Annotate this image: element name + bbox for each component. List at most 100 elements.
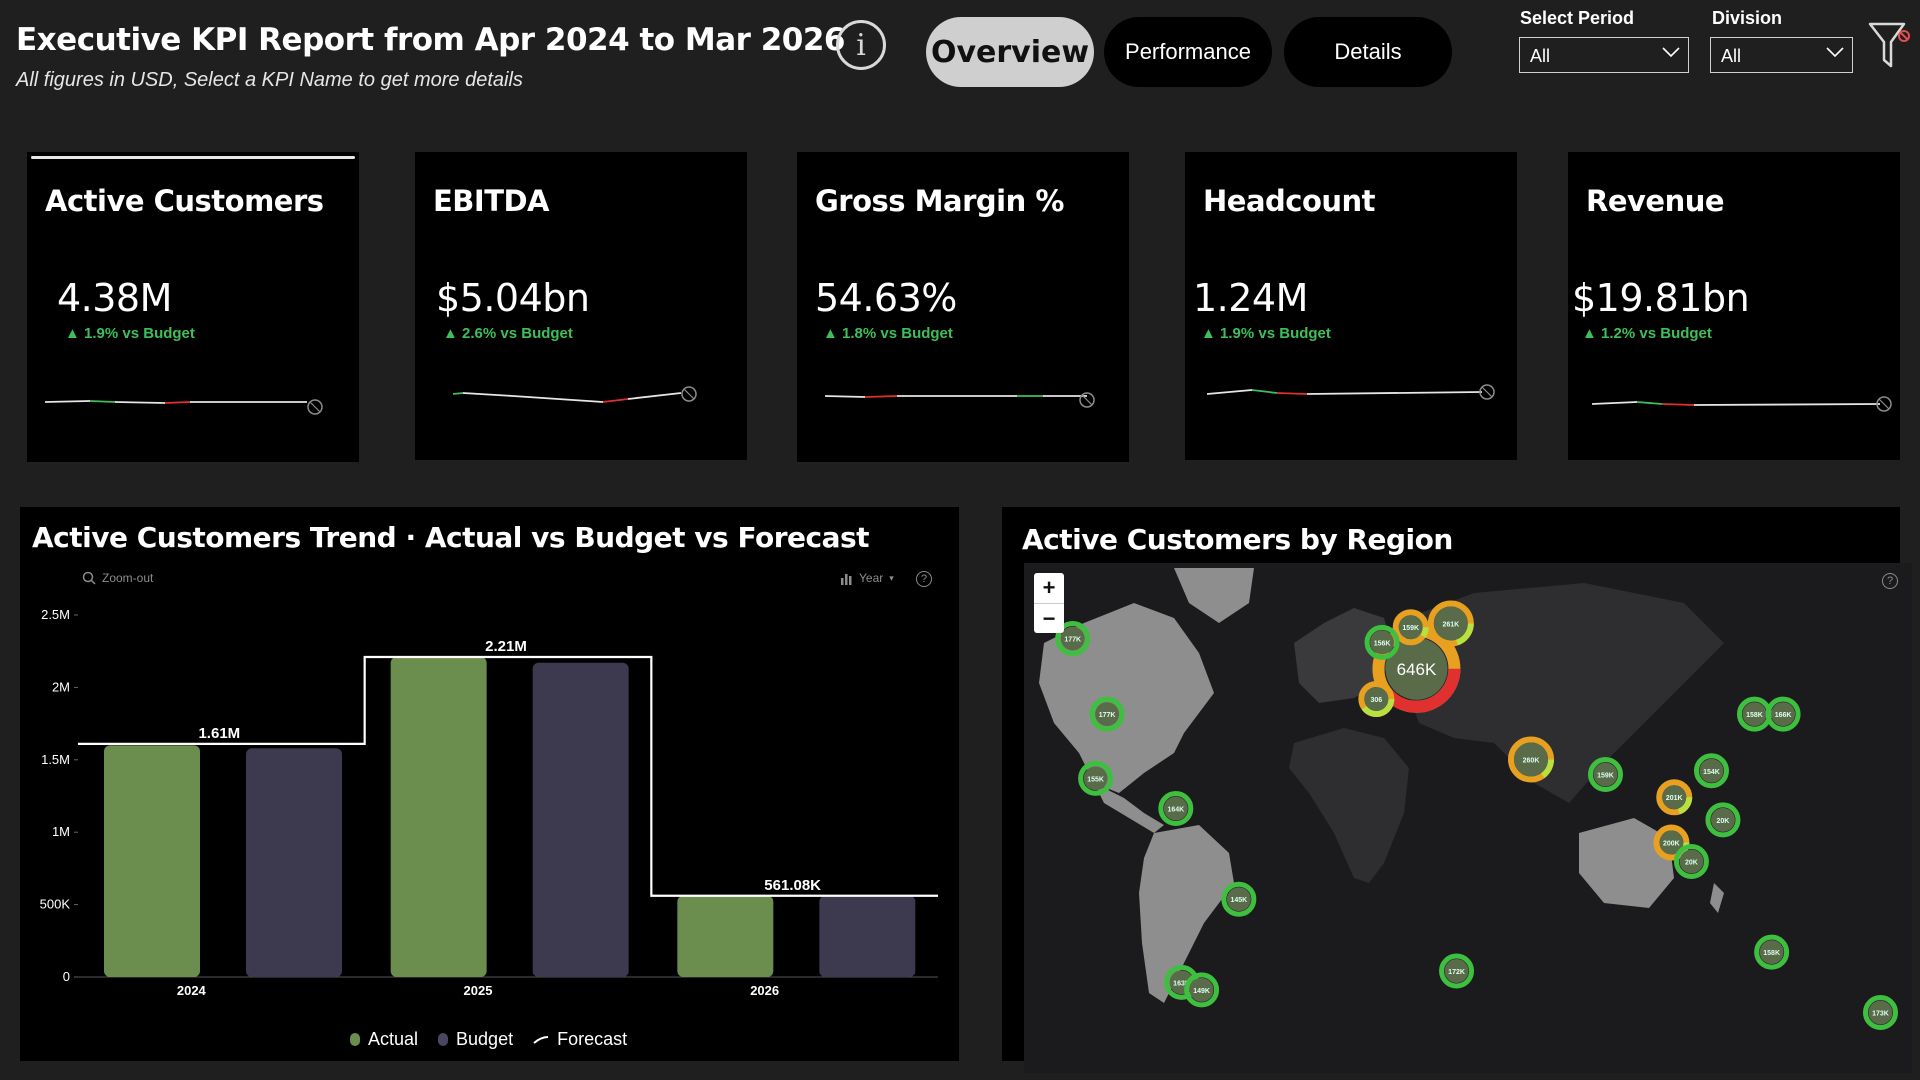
kpi-card-headcount[interactable]: Headcount 1.24M ▲ 1.9% vs Budget bbox=[1185, 152, 1517, 460]
kpi-delta: ▲ 1.8% vs Budget bbox=[823, 325, 953, 342]
region-bubble-ring[interactable] bbox=[1587, 757, 1623, 793]
region-bubble[interactable] bbox=[1163, 796, 1188, 821]
region-bubble[interactable] bbox=[1095, 702, 1120, 727]
y-tick-label: 0 bbox=[63, 969, 70, 984]
region-bubble[interactable] bbox=[1593, 762, 1618, 787]
region-bubble-label[interactable]: 20K bbox=[1717, 818, 1730, 825]
region-bubble-label[interactable]: 173K bbox=[1872, 1011, 1889, 1018]
division-select[interactable]: All bbox=[1710, 37, 1853, 73]
region-bubble[interactable] bbox=[1189, 977, 1214, 1002]
region-bubble-ring[interactable] bbox=[1693, 753, 1729, 789]
region-bubble-label[interactable]: 177K bbox=[1099, 712, 1116, 719]
y-tick-label: 500K bbox=[40, 897, 71, 912]
tab-details[interactable]: Details bbox=[1284, 17, 1452, 87]
map-zoom-out-button[interactable]: − bbox=[1034, 603, 1064, 633]
filter-funnel-icon[interactable] bbox=[1868, 20, 1910, 72]
region-bubble-ring[interactable] bbox=[1221, 881, 1257, 917]
region-bubble[interactable] bbox=[1679, 849, 1704, 874]
region-bubble-ring[interactable] bbox=[1158, 791, 1194, 827]
region-bubble[interactable] bbox=[1060, 626, 1085, 651]
region-bubble[interactable] bbox=[1083, 766, 1108, 791]
help-icon[interactable]: ? bbox=[1882, 573, 1898, 589]
region-bubble-label[interactable]: 177K bbox=[1064, 637, 1081, 644]
chevron-down-icon bbox=[1826, 47, 1844, 58]
kpi-card-revenue[interactable]: Revenue $19.81bn ▲ 1.2% vs Budget bbox=[1568, 152, 1900, 460]
world-map[interactable]: + − ? 646K 261K 159K 156K 306 177K 177K 155K 164… bbox=[1024, 563, 1912, 1073]
region-bubble-label[interactable]: 20K bbox=[1685, 859, 1698, 866]
region-bubble[interactable] bbox=[1433, 606, 1468, 641]
kpi-card-active-customers[interactable]: Active Customers 4.38M ▲ 1.9% vs Budget bbox=[27, 152, 359, 462]
region-bubble-ring[interactable] bbox=[1705, 802, 1741, 838]
region-bubble[interactable] bbox=[1364, 687, 1389, 711]
region-bubble[interactable] bbox=[1710, 807, 1735, 832]
region-bubble-ring[interactable] bbox=[1184, 972, 1220, 1008]
region-bubble[interactable] bbox=[1771, 702, 1796, 727]
region-bubble[interactable] bbox=[1659, 830, 1684, 855]
bar-actual-2024 bbox=[104, 745, 200, 977]
region-bubble-label[interactable]: 158K bbox=[1763, 950, 1780, 957]
period-select[interactable]: All bbox=[1519, 37, 1689, 73]
region-bubble-ring[interactable] bbox=[1862, 995, 1898, 1031]
legend-item-forecast[interactable]: Forecast bbox=[533, 1029, 627, 1050]
region-bubble-label[interactable]: 154K bbox=[1703, 769, 1720, 776]
region-bubble-ring-negative[interactable] bbox=[1372, 624, 1461, 713]
region-bubble[interactable] bbox=[1759, 940, 1784, 965]
region-bubble-ring[interactable] bbox=[1754, 934, 1790, 970]
zoom-out-button[interactable]: Zoom-out bbox=[82, 571, 153, 585]
kpi-card-gross-margin[interactable]: Gross Margin % 54.63% ▲ 1.8% vs Budget bbox=[797, 152, 1129, 462]
region-bubble-label[interactable]: 172K bbox=[1448, 969, 1465, 976]
region-bubble-label[interactable]: 149K bbox=[1193, 988, 1210, 995]
trend-chart: 0 500K 1M 1.5M 2M 2.5M 2024 1.61M 2025 2.21M 2026 5… bbox=[40, 607, 938, 998]
region-bubble[interactable] bbox=[1226, 887, 1251, 912]
region-bubble-ring[interactable] bbox=[1765, 696, 1801, 732]
year-drilldown-button[interactable]: Year ▾ bbox=[840, 571, 894, 585]
region-bubble-label[interactable]: 201K bbox=[1666, 795, 1683, 802]
map-zoom-in-button[interactable]: + bbox=[1042, 575, 1056, 600]
region-bubble-label[interactable]: 646K bbox=[1397, 660, 1437, 679]
region-bubble-ring[interactable] bbox=[1439, 953, 1475, 989]
region-bubble-label[interactable]: 306 bbox=[1370, 697, 1382, 704]
region-bubble[interactable] bbox=[1868, 1000, 1893, 1025]
help-icon[interactable]: ? bbox=[916, 571, 932, 587]
division-select-value: All bbox=[1721, 46, 1742, 66]
region-bubble-ring[interactable] bbox=[1055, 621, 1091, 657]
tab-performance[interactable]: Performance bbox=[1104, 17, 1272, 87]
region-bubble-label[interactable]: 159K bbox=[1597, 773, 1614, 780]
region-bubble-ring-negative[interactable] bbox=[1656, 779, 1693, 816]
region-bubble-label[interactable]: 155K bbox=[1087, 776, 1104, 783]
region-bubble[interactable] bbox=[1385, 637, 1448, 700]
region-bubble[interactable] bbox=[1514, 742, 1549, 777]
region-bubble-label[interactable]: 200K bbox=[1663, 841, 1680, 848]
info-icon[interactable]: i bbox=[836, 20, 886, 70]
region-bubble-label[interactable]: 156K bbox=[1374, 640, 1391, 647]
region-bubble[interactable] bbox=[1398, 615, 1423, 640]
region-bubble[interactable] bbox=[1699, 758, 1724, 783]
region-bubble[interactable] bbox=[1444, 959, 1469, 983]
region-bubble-label[interactable]: 166K bbox=[1775, 712, 1792, 719]
region-bubble[interactable] bbox=[1370, 630, 1395, 655]
region-bubble-label[interactable]: 163K bbox=[1173, 980, 1190, 987]
region-bubble-label[interactable]: 261K bbox=[1442, 621, 1459, 628]
region-bubble-label[interactable]: 159K bbox=[1402, 625, 1419, 632]
region-bubble[interactable] bbox=[1742, 702, 1767, 727]
region-bubble-label[interactable]: 158K bbox=[1746, 712, 1763, 719]
region-bubble-ring-negative[interactable] bbox=[1392, 609, 1429, 646]
kpi-delta-text: 2.6% vs Budget bbox=[462, 325, 573, 342]
region-bubble-label[interactable]: 164K bbox=[1167, 807, 1184, 814]
region-bubble-ring[interactable] bbox=[1364, 624, 1400, 660]
kpi-card-ebitda[interactable]: EBITDA $5.04bn ▲ 2.6% vs Budget bbox=[415, 152, 747, 460]
tab-overview[interactable]: Overview bbox=[926, 17, 1094, 87]
region-bubble-ring[interactable] bbox=[1089, 696, 1125, 732]
region-bubble-ring[interactable] bbox=[1673, 843, 1709, 879]
region-bubble-ring-negative[interactable] bbox=[1358, 681, 1395, 717]
region-bubble-ring-negative[interactable] bbox=[1508, 736, 1555, 783]
legend-item-actual[interactable]: Actual bbox=[350, 1029, 418, 1050]
data-label: 1.61M bbox=[198, 725, 240, 742]
region-bubble-ring[interactable] bbox=[1078, 760, 1114, 796]
region-bubble-label[interactable]: 145K bbox=[1230, 897, 1247, 904]
legend-item-budget[interactable]: Budget bbox=[438, 1029, 513, 1050]
region-bubble[interactable] bbox=[1662, 785, 1687, 810]
region-bubble-label[interactable]: 260K bbox=[1523, 757, 1540, 764]
region-bubble-ring-negative[interactable] bbox=[1427, 600, 1474, 647]
region-bubble-ring-negative[interactable] bbox=[1653, 824, 1690, 861]
